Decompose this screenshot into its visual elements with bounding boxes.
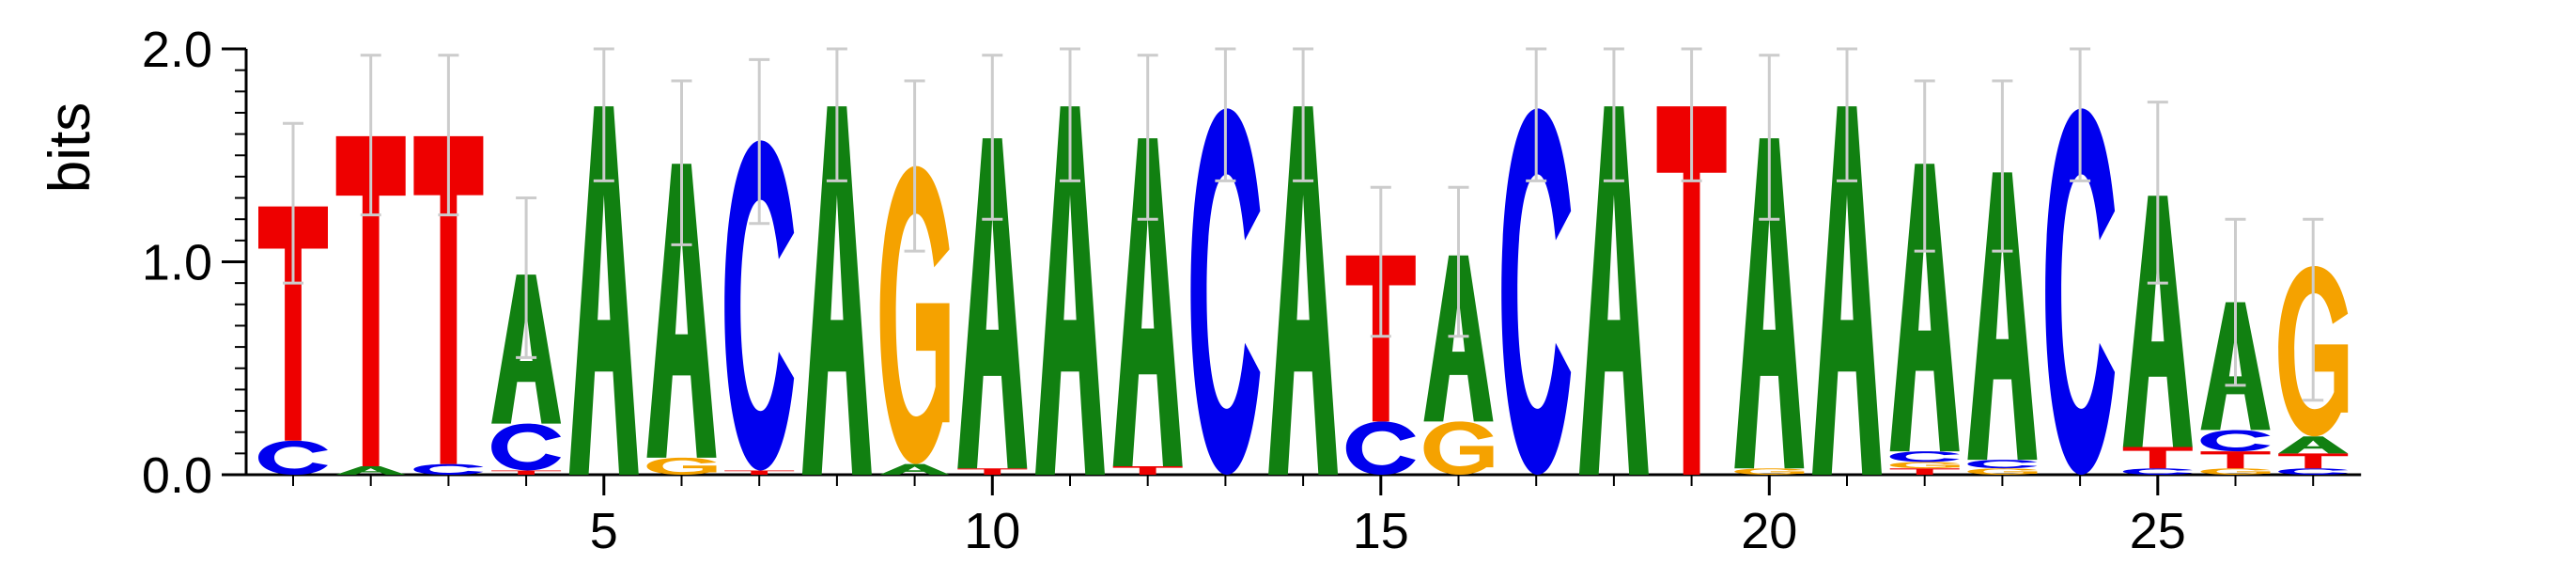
error-bar-pos-22	[1914, 79, 1935, 253]
x-tick-label: 20	[1741, 503, 1797, 559]
logo-letter-C-pos-3	[413, 463, 484, 476]
logo-letter-C-pos-23	[1967, 460, 2038, 469]
error-bar-pos-20	[1759, 54, 1780, 221]
y-tick-label: 2.0	[142, 22, 212, 78]
logo-letter-C-pos-27	[2278, 468, 2349, 475]
logo-letter-C-pos-26	[2200, 430, 2271, 452]
logo-letter-A-pos-27	[2278, 436, 2349, 454]
error-bar-pos-19	[1681, 47, 1702, 182]
error-bar-pos-17	[1526, 47, 1547, 182]
logo-letter-G-pos-23	[1967, 468, 2038, 475]
logo-letter-T-pos-26	[2200, 451, 2271, 469]
logo-letter-C-pos-15	[1345, 421, 1416, 476]
logo-letter-G-pos-16	[1423, 421, 1494, 476]
x-axis: 5 10 15 20 25	[246, 473, 2362, 559]
y-tick-label: 0.0	[142, 447, 212, 504]
x-tick-label: 5	[590, 503, 618, 559]
y-axis-title: bits	[38, 102, 102, 193]
error-bar-pos-16	[1448, 185, 1469, 338]
error-bar-pos-4	[516, 196, 537, 359]
x-ticks: 5 10 15 20 25	[292, 475, 2315, 559]
y-axis: 0.0 1.0 2.0 bits	[38, 22, 248, 504]
error-bars	[283, 47, 2324, 402]
error-bar-pos-5	[593, 47, 614, 182]
logo-letter-C-pos-25	[2122, 468, 2193, 475]
logo-letter-C-pos-22	[1889, 451, 1960, 462]
error-bar-pos-27	[2303, 217, 2324, 402]
y-tick-label: 1.0	[142, 235, 212, 291]
logo-letter-G-pos-6	[646, 457, 717, 475]
error-bar-pos-18	[1603, 47, 1624, 182]
x-tick-label: 15	[1353, 503, 1409, 559]
error-bar-pos-1	[283, 121, 303, 285]
error-bar-pos-9	[904, 79, 925, 253]
x-tick-label: 25	[2130, 503, 2186, 559]
error-bar-pos-24	[2070, 47, 2091, 182]
logo-letter-G-pos-22	[1889, 462, 1960, 469]
y-major-ticks: 0.0 1.0 2.0	[142, 22, 246, 504]
x-tick-label: 10	[964, 503, 1020, 559]
error-bar-pos-25	[2147, 101, 2168, 285]
logo-letter-T-pos-27	[2278, 453, 2349, 469]
logo-letter-G-pos-20	[1734, 468, 1805, 475]
logo-letter-T-pos-25	[2122, 447, 2193, 469]
error-bar-pos-10	[982, 54, 1003, 221]
logo-letter-C-pos-1	[258, 440, 328, 475]
error-bar-pos-14	[1293, 47, 1314, 182]
error-bar-pos-15	[1370, 185, 1391, 338]
error-bar-pos-12	[1137, 54, 1158, 221]
error-bar-pos-6	[671, 79, 692, 246]
error-bar-pos-26	[2225, 217, 2246, 387]
error-bar-pos-2	[360, 54, 381, 217]
logo-letter-C-pos-4	[491, 423, 562, 471]
error-bar-pos-11	[1060, 47, 1080, 182]
error-bar-pos-21	[1837, 47, 1857, 182]
error-bar-pos-23	[1992, 79, 2013, 253]
logo-letter-A-pos-9	[879, 463, 950, 476]
error-bar-pos-13	[1215, 47, 1236, 182]
error-bar-pos-8	[826, 47, 847, 182]
error-bar-pos-7	[749, 57, 770, 226]
logo-letter-G-pos-26	[2200, 468, 2271, 475]
error-bar-pos-3	[438, 54, 459, 217]
